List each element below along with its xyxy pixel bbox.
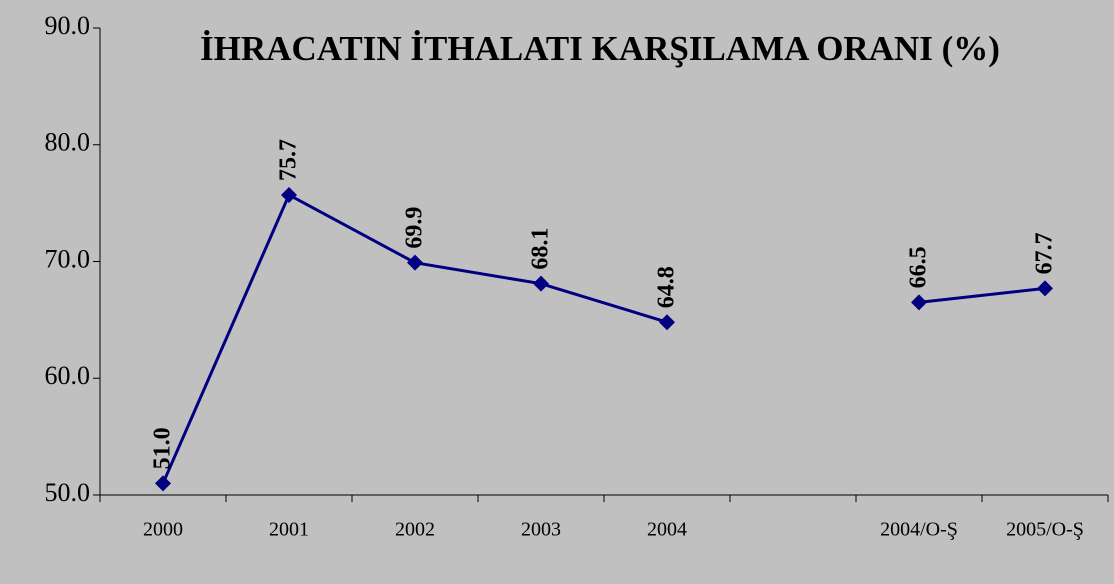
y-tick-label: 60.0 bbox=[45, 361, 91, 390]
marker bbox=[281, 186, 297, 203]
chart-title: İHRACATIN İTHALATI KARŞILAMA ORANI (%) bbox=[200, 29, 1000, 68]
x-tick-label: 2000 bbox=[143, 519, 183, 541]
y-tick-label: 80.0 bbox=[45, 128, 91, 157]
marker bbox=[659, 314, 675, 331]
data-label: 66.5 bbox=[906, 246, 932, 288]
x-tick-label: 2001 bbox=[269, 519, 309, 541]
x-tick-label: 2004/O-Ş bbox=[880, 519, 958, 541]
y-tick-label: 90.0 bbox=[45, 11, 91, 40]
data-label: 67.7 bbox=[1032, 232, 1058, 274]
y-tick-label: 70.0 bbox=[45, 244, 91, 273]
y-tick-label: 50.0 bbox=[45, 478, 91, 507]
marker bbox=[1037, 280, 1053, 297]
data-label: 75.7 bbox=[276, 139, 302, 181]
x-tick-label: 2004 bbox=[647, 519, 687, 541]
marker bbox=[911, 294, 927, 311]
data-label: 51.0 bbox=[150, 427, 176, 469]
x-tick-label: 2005/O-Ş bbox=[1006, 519, 1084, 541]
marker bbox=[533, 275, 549, 292]
data-label: 68.1 bbox=[528, 228, 554, 270]
data-label: 64.8 bbox=[654, 266, 680, 308]
x-tick-label: 2002 bbox=[395, 519, 435, 541]
marker bbox=[155, 475, 171, 492]
marker bbox=[407, 254, 423, 271]
data-label: 69.9 bbox=[402, 207, 428, 249]
x-tick-label: 2003 bbox=[521, 519, 561, 541]
